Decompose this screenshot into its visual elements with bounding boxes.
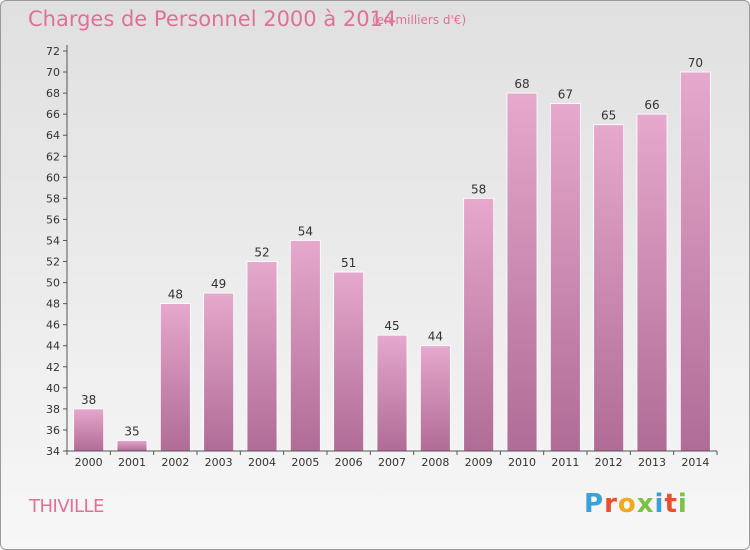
- y-tick-label: 38: [46, 403, 60, 416]
- bar: [116, 440, 148, 452]
- y-tick-label: 50: [46, 277, 60, 290]
- x-tick-label: 2013: [638, 456, 666, 469]
- y-tick-label: 40: [46, 382, 60, 395]
- logo-letter: P: [584, 489, 605, 519]
- bars: 38 35 48 49 52 54 51 45 44 58 68 67 65 66 70: [73, 56, 711, 452]
- x-tick-label: 2009: [465, 456, 493, 469]
- logo-letter: o: [617, 489, 637, 519]
- bar-value-label: 48: [168, 288, 183, 302]
- y-tick-label: 56: [46, 213, 60, 226]
- bar-value-label: 35: [124, 424, 139, 438]
- y-tick-label: 60: [46, 171, 60, 184]
- x-axis: 2000 2001 2002 2003 2004 2005 2006 2007 2008 2009…: [66, 450, 718, 469]
- y-tick-label: 72: [46, 45, 60, 58]
- place-name: THIVILLE: [29, 496, 104, 517]
- logo-letter: i: [654, 489, 665, 519]
- bar: [506, 92, 538, 452]
- bar-value-label: 54: [298, 224, 313, 238]
- y-axis: 34 36 38 40 42 44 46 48 50 52 54 56 58 60 62 64 66 68 70 72: [46, 45, 68, 458]
- bar-value-label: 67: [558, 88, 573, 102]
- logo-letter: i: [677, 489, 688, 519]
- logo-letter: r: [604, 489, 618, 519]
- bar-value-label: 65: [601, 109, 616, 123]
- y-tick-label: 44: [46, 340, 60, 353]
- x-tick-label: 2001: [118, 456, 146, 469]
- bar-value-label: 44: [428, 330, 443, 344]
- bar: [679, 71, 711, 452]
- y-tick-label: 62: [46, 150, 60, 163]
- y-tick-label: 68: [46, 87, 60, 100]
- bar: [593, 124, 625, 452]
- bar: [159, 303, 191, 452]
- bar-value-label: 52: [254, 246, 269, 260]
- bar: [376, 334, 408, 452]
- bar-value-label: 70: [688, 56, 703, 70]
- bar: [289, 240, 321, 452]
- logo-letter: t: [664, 489, 678, 519]
- x-tick-label: 2005: [291, 456, 319, 469]
- x-tick-label: 2008: [421, 456, 449, 469]
- proxiti-logo[interactable]: Proxiti: [584, 489, 688, 519]
- x-tick-label: 2012: [595, 456, 623, 469]
- bar-value-label: 58: [471, 182, 486, 196]
- bar-value-label: 45: [384, 319, 399, 333]
- x-tick-label: 2007: [378, 456, 406, 469]
- bar: [203, 292, 235, 452]
- bar: [463, 197, 495, 452]
- y-tick-label: 48: [46, 298, 60, 311]
- x-tick-label: 2011: [551, 456, 579, 469]
- x-tick-label: 2003: [205, 456, 233, 469]
- bar: [333, 271, 365, 452]
- bar: [636, 113, 668, 452]
- y-tick-label: 64: [46, 129, 60, 142]
- bar: [419, 345, 451, 452]
- chart-title: Charges de Personnel 2000 à 2014: [28, 7, 397, 31]
- y-tick-label: 54: [46, 234, 60, 247]
- bar: [549, 103, 581, 452]
- y-tick-label: 42: [46, 361, 60, 374]
- x-tick-label: 2006: [335, 456, 363, 469]
- bar-value-label: 51: [341, 256, 356, 270]
- x-tick-label: 2014: [681, 456, 709, 469]
- bar-value-label: 49: [211, 277, 226, 291]
- x-tick-label: 2000: [75, 456, 103, 469]
- x-tick-label: 2004: [248, 456, 276, 469]
- y-tick-label: 70: [46, 66, 60, 79]
- y-tick-label: 58: [46, 192, 60, 205]
- y-tick-label: 52: [46, 256, 60, 269]
- y-tick-label: 66: [46, 108, 60, 121]
- bar-value-label: 38: [81, 393, 96, 407]
- bar-value-label: 68: [514, 77, 529, 91]
- x-tick-label: 2002: [161, 456, 189, 469]
- bar-value-label: 66: [644, 98, 659, 112]
- y-tick-label: 34: [46, 445, 60, 458]
- y-tick-label: 36: [46, 424, 60, 437]
- chart-unit-label: (en milliers d'€): [372, 13, 467, 27]
- logo-letter: x: [636, 489, 655, 519]
- bar: [246, 261, 278, 452]
- bar: [73, 408, 105, 452]
- y-tick-label: 46: [46, 319, 60, 332]
- x-tick-label: 2010: [508, 456, 536, 469]
